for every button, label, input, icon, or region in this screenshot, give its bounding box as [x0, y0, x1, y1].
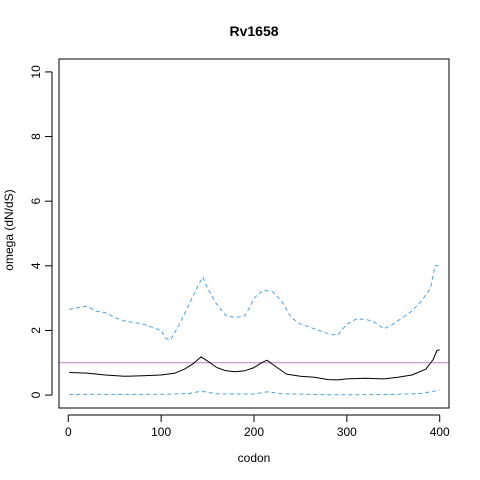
chart-title: Rv1658 [229, 23, 278, 39]
plot-frame [58, 58, 450, 409]
x-tick-label: 0 [65, 425, 72, 439]
series-layer [69, 265, 440, 396]
y-tick-label: 10 [29, 65, 43, 79]
x-tick-label: 400 [430, 425, 450, 439]
y-tick-label: 4 [29, 262, 43, 269]
axes-layer: 0 100 200 300 400 0 2 4 6 8 10 [29, 65, 450, 439]
y-tick-label: 2 [29, 327, 43, 334]
x-tick-label: 100 [151, 425, 171, 439]
omega-lower-bound-line [69, 389, 440, 396]
y-tick-label: 0 [29, 391, 43, 398]
x-axis-label: codon [238, 451, 271, 465]
x-tick-label: 300 [337, 425, 357, 439]
omega-upper-bound-line [69, 265, 440, 341]
y-tick-label: 8 [29, 133, 43, 140]
omega-mean-line [69, 349, 440, 381]
x-tick-label: 200 [244, 425, 264, 439]
y-tick-label: 6 [29, 198, 43, 205]
y-axis-label: omega (dN/dS) [2, 189, 16, 270]
